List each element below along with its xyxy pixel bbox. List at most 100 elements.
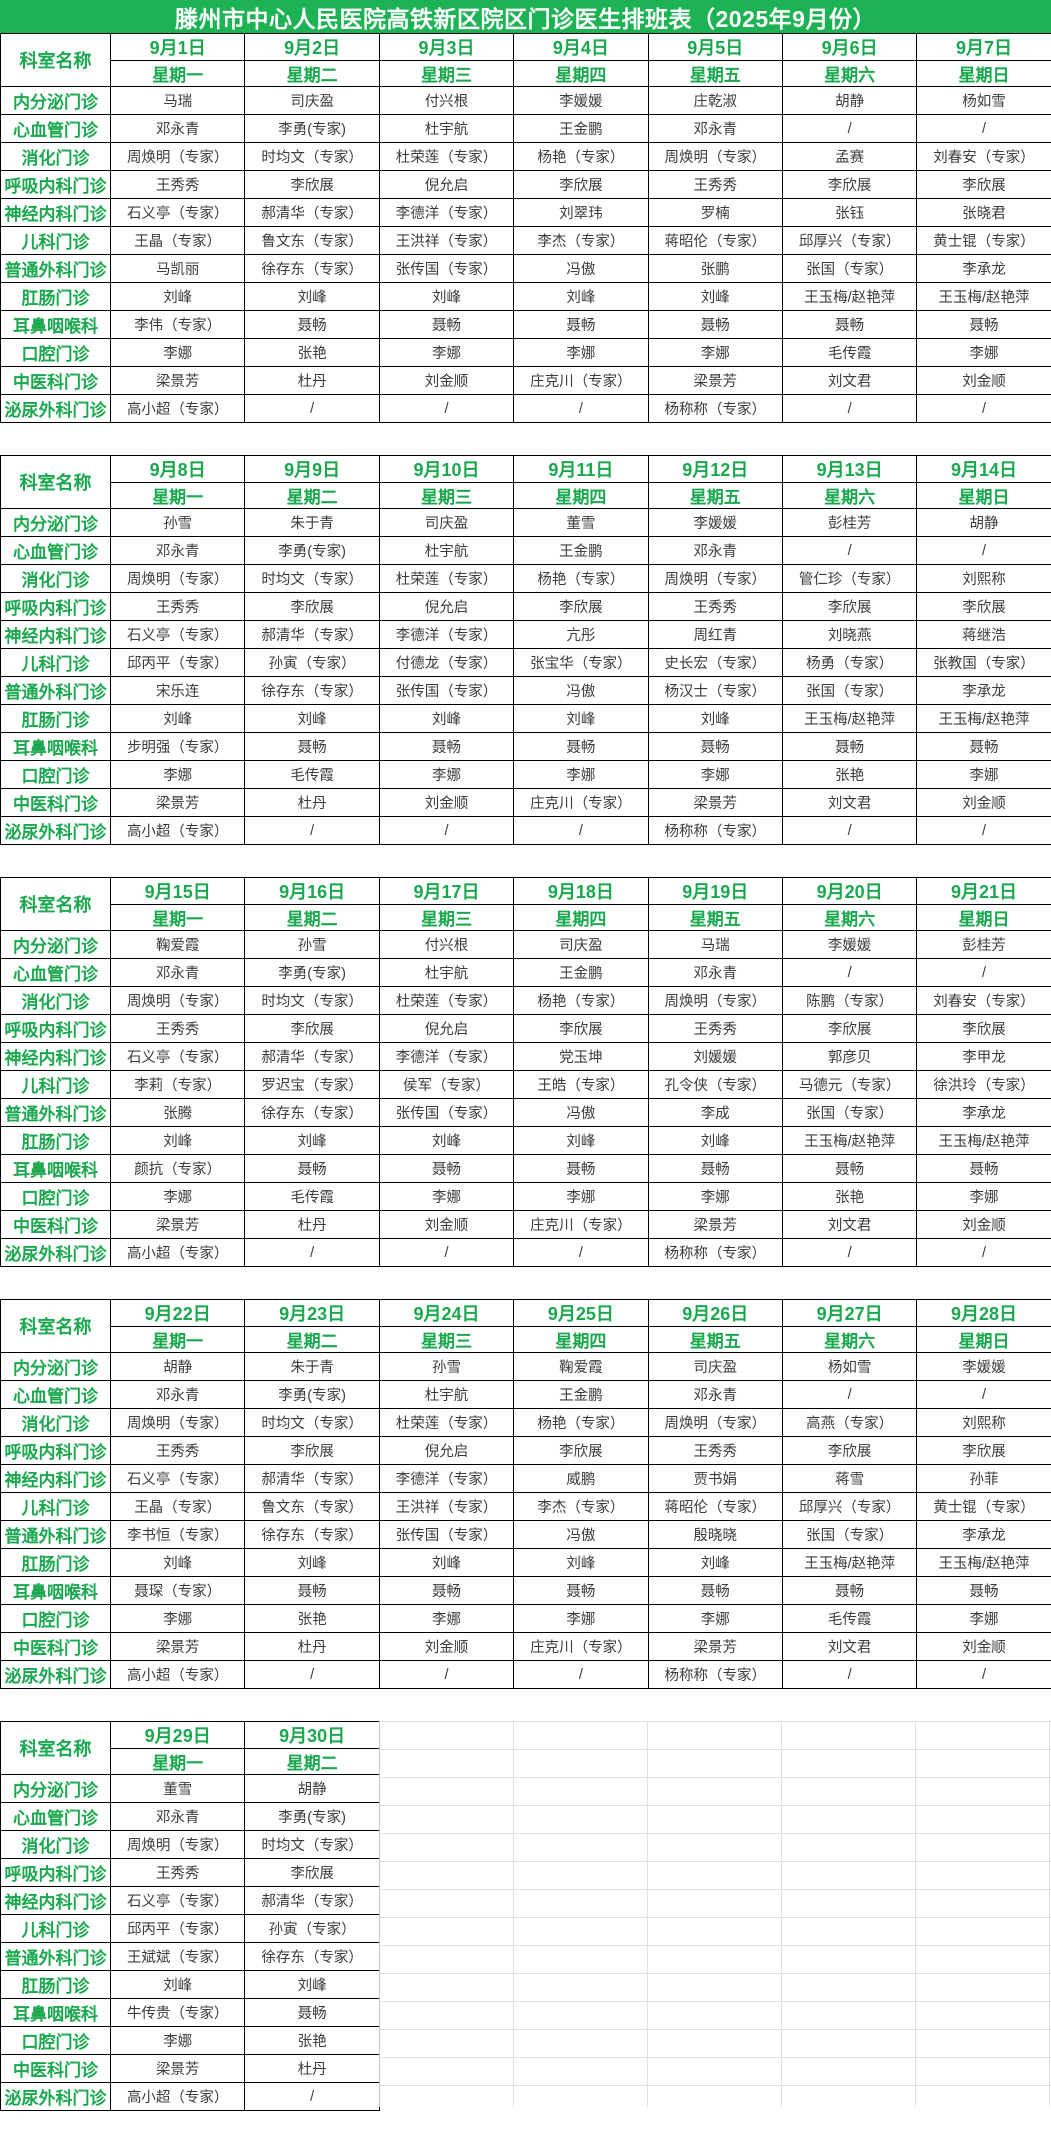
schedule-cell: 郝清华（专家） [245,1887,379,1915]
schedule-row: 泌尿外科门诊高小超（专家）///杨称称（专家）// [1,1661,1051,1689]
date-cell: 9月30日 [245,1722,379,1749]
schedule-row: 内分泌门诊马瑞司庆盈付兴根李媛媛庄乾淑胡静杨如雪 [1,87,1051,115]
schedule-cell: / [379,817,513,845]
weekday-cell: 星期日 [917,61,1051,87]
schedule-cell: 史长宏（专家） [648,649,782,677]
schedule-cell: 李欣展 [245,1859,379,1887]
schedule-cell: 王金鹏 [514,115,648,143]
schedule-row: 消化门诊周焕明（专家）时均文（专家） [1,1831,380,1859]
date-cell: 9月13日 [782,456,916,483]
schedule-cell: 党玉坤 [514,1043,648,1071]
schedule-cell: 徐存东（专家） [245,1099,379,1127]
schedule-cell: 王玉梅/赵艳萍 [917,1127,1051,1155]
schedule-cell: 彭桂芳 [782,509,916,537]
schedule-cell: 梁景芳 [648,1633,782,1661]
schedule-cell: / [782,1239,916,1267]
date-cell: 9月20日 [782,878,916,905]
schedule-cell: 高小超（专家） [111,395,245,423]
schedule-cell: 刘金顺 [917,1211,1051,1239]
schedule-cell: 聂畅 [245,1155,379,1183]
schedule-cell: 李娜 [111,339,245,367]
schedule-cell: 张艳 [782,761,916,789]
schedule-cell: 李娜 [111,1183,245,1211]
schedule-cell: 刘峰 [379,705,513,733]
schedule-cell: 胡静 [782,87,916,115]
schedule-cell: 石义亭（专家） [111,621,245,649]
date-cell: 9月3日 [379,34,513,61]
schedule-cell: 李媛媛 [782,931,916,959]
schedule-cell: 王晶（专家） [111,227,245,255]
weekday-cell: 星期五 [648,1327,782,1353]
schedule-cell: 高小超（专家） [111,2083,245,2111]
department-cell: 耳鼻咽喉科 [1,1155,111,1183]
schedule-cell: 张艳 [245,339,379,367]
schedule-cell: 邓永青 [111,959,245,987]
schedule-cell: 刘金顺 [917,1633,1051,1661]
department-cell: 神经内科门诊 [1,1887,111,1915]
schedule-cell: 杨称称（专家） [648,1661,782,1689]
schedule-cell: 彭桂芳 [917,931,1051,959]
weekday-cell: 星期四 [514,905,648,931]
schedule-cell: 郭彦贝 [782,1043,916,1071]
schedule-cell: 宋乐连 [111,677,245,705]
schedule-cell: 刘文君 [782,1211,916,1239]
schedule-row: 儿科门诊李莉（专家）罗迟宝（专家）侯军（专家）王皓（专家）孔令侠（专家）马德元（… [1,1071,1051,1099]
schedule-cell: 王秀秀 [648,1015,782,1043]
schedule-cell: 刘金顺 [917,367,1051,395]
schedule-cell: 张宝华（专家） [514,649,648,677]
schedule-cell: / [379,1661,513,1689]
weekday-cell: 星期二 [245,905,379,931]
schedule-cell: / [379,395,513,423]
weekday-cell: 星期一 [111,61,245,87]
department-cell: 普通外科门诊 [1,1943,111,1971]
department-cell: 耳鼻咽喉科 [1,1577,111,1605]
schedule-cell: 聂畅 [514,733,648,761]
schedule-cell: 孟赛 [782,143,916,171]
schedule-cell: 刘媛媛 [648,1043,782,1071]
schedule-cell: 李德洋（专家） [379,199,513,227]
schedule-cell: / [245,817,379,845]
schedule-cell: 李欣展 [514,171,648,199]
schedule-cell: 杨如雪 [782,1353,916,1381]
schedule-row: 泌尿外科门诊高小超（专家）///杨称称（专家）// [1,1239,1051,1267]
schedule-cell: 王秀秀 [111,1015,245,1043]
schedule-cell: 李勇(专家) [245,959,379,987]
schedule-cell: 梁景芳 [111,367,245,395]
empty-spreadsheet-grid [379,1721,1051,2107]
schedule-cell: 李欣展 [917,593,1051,621]
date-cell: 9月12日 [648,456,782,483]
schedule-cell: 邱厚兴（专家） [782,1493,916,1521]
schedule-row: 耳鼻咽喉科聂琛（专家）聂畅聂畅聂畅聂畅聂畅聂畅 [1,1577,1051,1605]
schedule-cell: 李欣展 [245,1015,379,1043]
schedule-cell: 邱丙平（专家） [111,649,245,677]
schedule-cell: 刘峰 [111,283,245,311]
schedule-cell: 王斌斌（专家） [111,1943,245,1971]
schedule-cell: 刘峰 [379,283,513,311]
schedule-cell: 刘峰 [514,283,648,311]
schedule-cell: 杜丹 [245,2055,379,2083]
schedule-cell: 李欣展 [782,171,916,199]
schedule-row: 神经内科门诊石义亭（专家）郝清华（专家）李德洋（专家）党玉坤刘媛媛郭彦贝李甲龙 [1,1043,1051,1071]
schedule-cell: 高小超（专家） [111,1661,245,1689]
schedule-cell: 李勇(专家) [245,1803,379,1831]
date-cell: 9月23日 [245,1300,379,1327]
schedule-cell: 聂琛（专家） [111,1577,245,1605]
schedule-cell: 张艳 [782,1183,916,1211]
weekday-cell: 星期二 [245,1327,379,1353]
department-cell: 肛肠门诊 [1,283,111,311]
schedule-cell: 郝清华（专家） [245,199,379,227]
schedule-row: 泌尿外科门诊高小超（专家）///杨称称（专家）// [1,817,1051,845]
schedule-cell: 马德元（专家） [782,1071,916,1099]
schedule-cell: / [782,1661,916,1689]
schedule-cell: 杨称称（专家） [648,395,782,423]
schedule-cell: 孔令侠（专家） [648,1071,782,1099]
schedule-cell: 王玉梅/赵艳萍 [782,283,916,311]
schedule-cell: 李娜 [111,2027,245,2055]
schedule-cell: 马瑞 [111,87,245,115]
department-cell: 泌尿外科门诊 [1,1661,111,1689]
weekday-cell: 星期日 [917,905,1051,931]
date-cell: 9月7日 [917,34,1051,61]
schedule-cell: 毛传霞 [245,761,379,789]
schedule-cell: 石义亭（专家） [111,199,245,227]
schedule-cell: 王洪祥（专家） [379,1493,513,1521]
